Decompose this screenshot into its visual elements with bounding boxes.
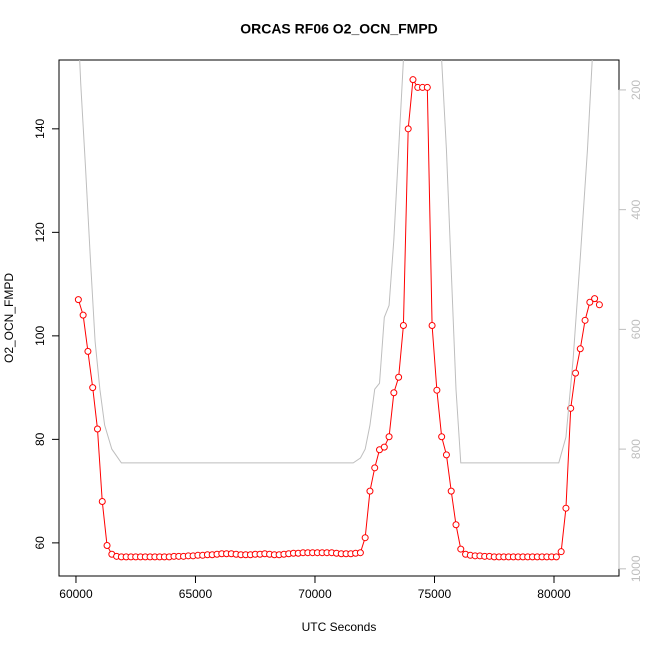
y2-tick-label: 1000: [629, 555, 643, 582]
point: [74, 296, 82, 304]
y-tick-label: 120: [33, 222, 47, 242]
x-tick-label: 80000: [537, 587, 571, 601]
point: [89, 384, 97, 392]
point: [428, 322, 436, 330]
x-tick-label: 60000: [59, 587, 93, 601]
point: [572, 369, 580, 377]
point: [438, 433, 446, 441]
point: [361, 534, 369, 542]
x-tick-label: 70000: [298, 587, 332, 601]
y-tick-label: 140: [33, 119, 47, 139]
series-line: [79, 60, 593, 464]
point: [586, 298, 594, 306]
point: [442, 451, 450, 459]
point: [395, 373, 403, 381]
y-axis-label: O2_OCN_FMPD: [2, 273, 16, 363]
point: [452, 521, 460, 529]
point: [433, 386, 441, 394]
x-tick-label: 65000: [179, 587, 213, 601]
point: [390, 389, 398, 397]
x-tick-label: 75000: [418, 587, 452, 601]
point: [595, 301, 603, 309]
y2-tick-label: 400: [629, 199, 643, 219]
point: [79, 311, 87, 319]
point: [581, 316, 589, 324]
point: [447, 487, 455, 495]
plot-area: [74, 60, 603, 561]
y-tick-label: 80: [33, 432, 47, 446]
point: [552, 553, 560, 561]
point: [371, 464, 379, 472]
chart-title: ORCAS RF06 O2_OCN_FMPD: [240, 21, 438, 37]
point: [576, 345, 584, 353]
point: [591, 295, 599, 303]
point: [380, 443, 388, 451]
point: [93, 425, 101, 433]
y-tick-label: 100: [33, 326, 47, 346]
point: [457, 545, 465, 553]
point: [423, 83, 431, 91]
point: [409, 76, 417, 84]
point: [385, 433, 393, 441]
y2-tick-label: 200: [629, 80, 643, 100]
point: [562, 504, 570, 512]
point: [366, 487, 374, 495]
point: [557, 548, 565, 556]
point: [356, 549, 364, 557]
y2-tick-label: 800: [629, 439, 643, 459]
point: [103, 541, 111, 549]
point: [404, 125, 412, 133]
point: [84, 347, 92, 355]
x-axis-label: UTC Seconds: [302, 620, 377, 634]
y2-tick-label: 600: [629, 319, 643, 339]
y-tick-label: 60: [33, 536, 47, 550]
point: [98, 497, 106, 505]
point: [399, 322, 407, 330]
